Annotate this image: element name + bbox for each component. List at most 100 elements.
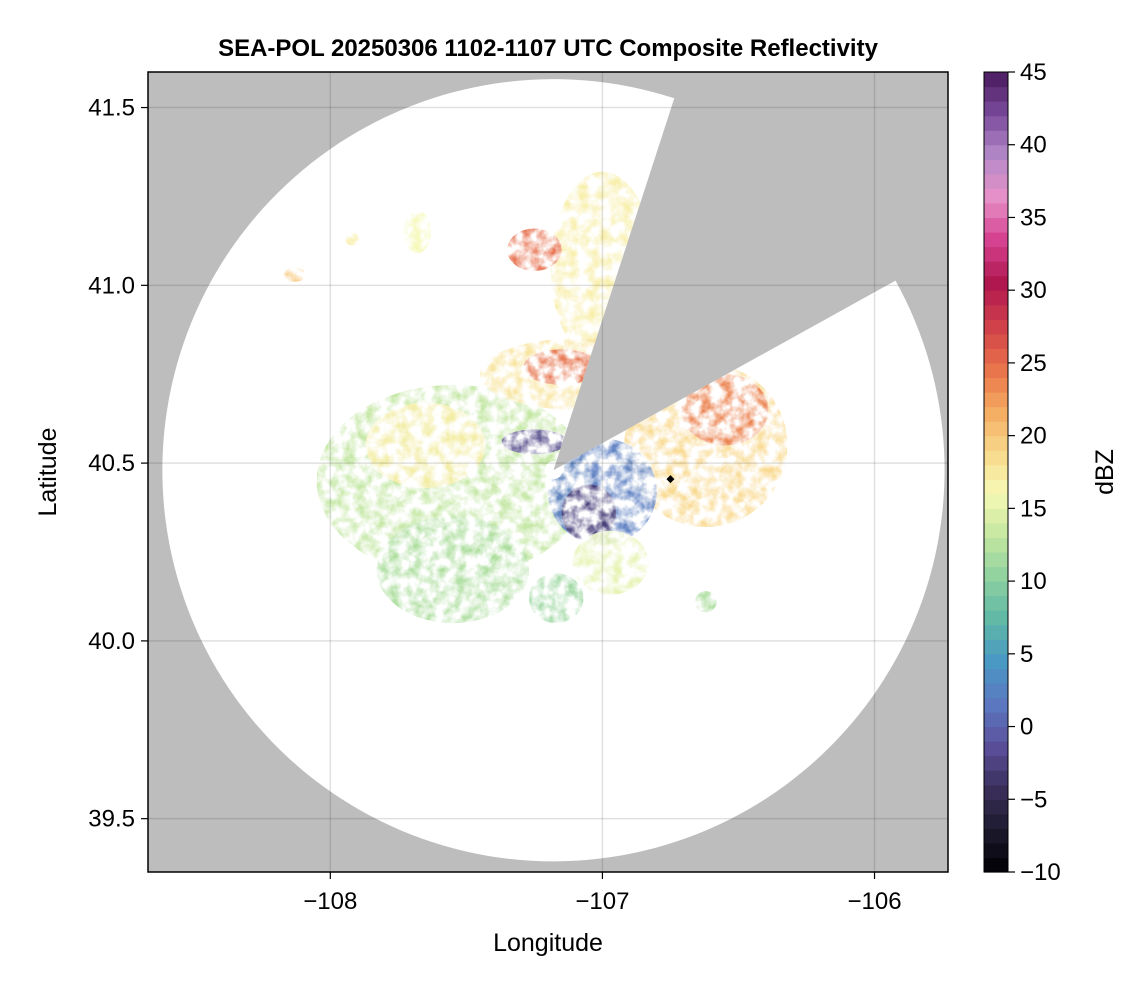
colorbar-band-54 bbox=[984, 72, 1008, 88]
x-tick-label-0: −108 bbox=[303, 888, 357, 915]
station-marker bbox=[666, 475, 675, 484]
colorbar-band-45 bbox=[984, 202, 1008, 219]
colorbar-band-32 bbox=[984, 392, 1008, 408]
grid bbox=[148, 72, 948, 872]
colorbar-band-1 bbox=[984, 842, 1008, 859]
colorbar-band-43 bbox=[984, 232, 1008, 248]
echo-east-small-cell bbox=[694, 591, 717, 613]
colorbar-band-27 bbox=[984, 464, 1008, 480]
y-tick-label-1: 40.0 bbox=[88, 628, 135, 655]
colorbar-frame bbox=[983, 71, 1009, 873]
colorbar-tick-label-0: −10 bbox=[1020, 859, 1061, 886]
colorbar-band-50 bbox=[984, 130, 1008, 146]
colorbar-band-25 bbox=[984, 493, 1008, 509]
colorbar-band-12 bbox=[984, 682, 1008, 699]
echo-east-core bbox=[681, 374, 769, 446]
colorbar-band-44 bbox=[984, 217, 1008, 233]
echo-northwest-cell-2 bbox=[345, 232, 359, 246]
colorbar-band-38 bbox=[984, 304, 1008, 320]
colorbar-tick-label-9: 35 bbox=[1020, 204, 1047, 231]
chart-title: SEA-POL 20250306 1102-1107 UTC Composite… bbox=[218, 35, 879, 62]
y-tick-label-2: 40.5 bbox=[88, 450, 135, 477]
colorbar-band-52 bbox=[984, 101, 1008, 117]
colorbar-band-28 bbox=[984, 450, 1008, 466]
x-axis-label: Longitude bbox=[493, 929, 603, 957]
colorbar-band-34 bbox=[984, 362, 1008, 379]
colorbar-band-29 bbox=[984, 435, 1008, 451]
y-tick-label-0: 39.5 bbox=[88, 806, 135, 833]
echo-north-small-cells bbox=[403, 210, 431, 254]
colorbar-band-22 bbox=[984, 537, 1008, 553]
colorbar-tick-label-8: 30 bbox=[1020, 277, 1047, 304]
colorbar-band-48 bbox=[984, 159, 1008, 175]
colorbar-band-20 bbox=[984, 566, 1008, 582]
colorbar-band-4 bbox=[984, 799, 1008, 815]
x-tick-label-2: −106 bbox=[847, 888, 901, 915]
colorbar-band-16 bbox=[984, 624, 1008, 640]
plot-area bbox=[148, 72, 948, 872]
colorbar-band-40 bbox=[984, 275, 1008, 291]
x-tick-label-1: −107 bbox=[575, 888, 629, 915]
colorbar-band-17 bbox=[984, 610, 1008, 626]
colorbar-band-53 bbox=[984, 86, 1008, 102]
colorbar-band-37 bbox=[984, 319, 1008, 335]
colorbar-band-24 bbox=[984, 508, 1008, 524]
colorbar-label: dBZ bbox=[1091, 449, 1119, 495]
colorbar-band-13 bbox=[984, 668, 1008, 684]
plot-frame bbox=[147, 71, 949, 873]
echo-central-deep bbox=[561, 484, 616, 542]
colorbar-band-6 bbox=[984, 770, 1008, 786]
colorbar-tick-label-1: −5 bbox=[1020, 786, 1047, 813]
colorbar-tick-label-2: 0 bbox=[1020, 714, 1033, 741]
echo-north-core bbox=[507, 228, 562, 272]
colorbar-band-0 bbox=[984, 857, 1008, 873]
colorbar: −10 −5 0 5 10 15 20 25 30 35 40 45 dBZ bbox=[983, 59, 1119, 886]
colorbar-bands bbox=[984, 72, 1008, 873]
echo-near-radar-low bbox=[501, 429, 568, 455]
colorbar-band-41 bbox=[984, 261, 1008, 277]
colorbar-band-30 bbox=[984, 421, 1008, 437]
colorbar-band-8 bbox=[984, 741, 1008, 757]
colorbar-band-10 bbox=[984, 712, 1008, 728]
colorbar-tick-label-5: 15 bbox=[1020, 495, 1047, 522]
echo-south-central bbox=[572, 530, 649, 595]
colorbar-band-9 bbox=[984, 726, 1008, 742]
colorbar-band-51 bbox=[984, 115, 1008, 131]
y-ticks: 39.5 40.0 40.5 41.0 41.5 bbox=[88, 95, 148, 833]
echo-north-plume-core bbox=[523, 349, 600, 385]
colorbar-tick-label-6: 20 bbox=[1020, 423, 1047, 450]
echo-southwest-lobe bbox=[376, 516, 529, 624]
colorbar-ticks: −10 −5 0 5 10 15 20 25 30 35 40 45 bbox=[1008, 59, 1061, 886]
colorbar-band-11 bbox=[984, 697, 1008, 713]
colorbar-band-26 bbox=[984, 479, 1008, 495]
colorbar-band-21 bbox=[984, 552, 1008, 568]
colorbar-band-39 bbox=[984, 290, 1008, 306]
x-ticks: −108 −107 −106 bbox=[303, 872, 902, 915]
echo-south-patch bbox=[529, 573, 584, 624]
colorbar-band-2 bbox=[984, 828, 1008, 844]
colorbar-band-42 bbox=[984, 246, 1008, 262]
colorbar-band-33 bbox=[984, 377, 1008, 393]
y-tick-label-3: 41.0 bbox=[88, 272, 135, 299]
colorbar-band-23 bbox=[984, 522, 1008, 539]
colorbar-band-14 bbox=[984, 653, 1008, 669]
colorbar-band-3 bbox=[984, 813, 1008, 829]
colorbar-band-35 bbox=[984, 348, 1008, 364]
y-tick-label-4: 41.5 bbox=[88, 95, 135, 122]
colorbar-band-36 bbox=[984, 333, 1008, 349]
colorbar-tick-label-3: 5 bbox=[1020, 641, 1033, 668]
colorbar-band-15 bbox=[984, 639, 1008, 655]
colorbar-band-19 bbox=[984, 581, 1008, 597]
echo-west-core bbox=[365, 402, 486, 488]
colorbar-band-31 bbox=[984, 406, 1008, 422]
colorbar-tick-label-11: 45 bbox=[1020, 59, 1047, 86]
colorbar-tick-label-10: 40 bbox=[1020, 132, 1047, 159]
colorbar-band-5 bbox=[984, 784, 1008, 800]
colorbar-tick-label-7: 25 bbox=[1020, 350, 1047, 377]
colorbar-band-7 bbox=[984, 755, 1008, 771]
colorbar-tick-label-4: 10 bbox=[1020, 568, 1047, 595]
colorbar-band-18 bbox=[984, 595, 1008, 611]
colorbar-band-49 bbox=[984, 144, 1008, 160]
colorbar-band-47 bbox=[984, 173, 1008, 189]
